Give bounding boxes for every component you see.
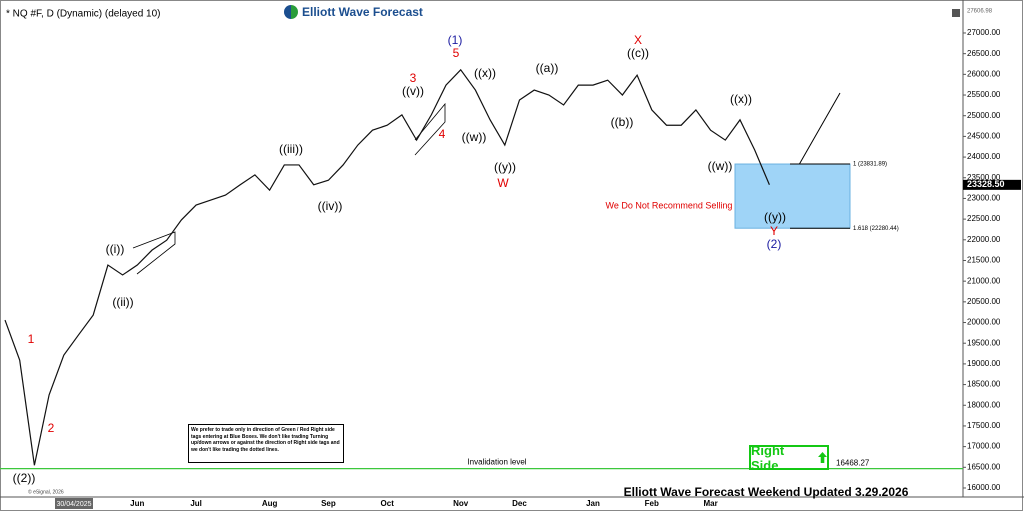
footer: Elliott Wave Forecast Weekend Updated 3.… — [624, 485, 909, 499]
y-tick-label: 25000.00 — [967, 111, 1001, 120]
wave-label: ((w)) — [708, 159, 733, 173]
y-tick-label: 24000.00 — [967, 152, 1001, 161]
y-tick-label: 23000.00 — [967, 194, 1001, 203]
y-tick-label: 22000.00 — [967, 235, 1001, 244]
wave-label: ((w)) — [462, 130, 487, 144]
wave-label: ((x)) — [474, 66, 496, 80]
note: We Do Not Recommend Selling — [606, 200, 733, 210]
y-tick-label: 18000.00 — [967, 400, 1001, 409]
price-line — [4, 68, 770, 466]
start-date: 30/04/2025 — [56, 501, 91, 508]
right-side-tag: Right Side — [749, 442, 829, 473]
x-tick-label: Dec — [512, 499, 527, 508]
x-tick-label: Oct — [381, 499, 395, 508]
y-tick-label: 19500.00 — [967, 338, 1001, 347]
x-tick-label: Sep — [321, 499, 336, 508]
y-tick-label: 26500.00 — [967, 49, 1001, 58]
fib-label: 1.618 (22280.44) — [853, 226, 899, 232]
x-tick-label: Nov — [453, 499, 469, 508]
y-tick-label: 18500.00 — [967, 380, 1001, 389]
x-tick-label: Aug — [262, 499, 278, 508]
wave-label: ((x)) — [730, 92, 752, 106]
x-tick-label: Jul — [190, 499, 202, 508]
wave-label: ((2)) — [13, 471, 36, 485]
wave-label: ((i)) — [106, 242, 125, 256]
wave-label: 4 — [439, 127, 446, 141]
invalidation-value: 16468.27 — [836, 459, 870, 468]
disclaimer: We prefer to trade only in direction of … — [188, 424, 344, 463]
wave-label: 1 — [28, 332, 35, 346]
y-tick-label: 19000.00 — [967, 359, 1001, 368]
wave-label: 5 — [453, 46, 460, 60]
logo-icon — [284, 5, 298, 19]
chart-title: * NQ #F, D (Dynamic) (delayed 10) — [6, 9, 161, 20]
y-tick-label: 23500.00 — [967, 173, 1001, 182]
wave-label: ((ii)) — [112, 295, 133, 309]
logo-text: Elliott Wave Forecast — [302, 5, 423, 19]
wave-label: (2) — [767, 237, 782, 251]
wedge — [414, 102, 446, 156]
y-tick-label: 16500.00 — [967, 462, 1001, 471]
invalidation-text: Invalidation level — [467, 458, 526, 467]
wedge — [132, 231, 176, 275]
wave-label: ((b)) — [611, 115, 634, 129]
wave-label: 3 — [410, 71, 417, 85]
wave-label: ((y)) — [764, 210, 786, 224]
y-tick-label: 22500.00 — [967, 214, 1001, 223]
right-side-text: Right Side — [751, 442, 785, 473]
blue-box — [734, 163, 851, 229]
wave-label: Y — [770, 224, 778, 238]
x-tick-label: Jun — [130, 499, 144, 508]
x-tick-label: Jan — [586, 499, 600, 508]
y-tick-label: 24500.00 — [967, 132, 1001, 141]
wave-label: W — [497, 176, 509, 190]
wave-label: ((c)) — [627, 46, 649, 60]
y-tick-label: 27000.00 — [967, 28, 1001, 37]
wave-label: ((a)) — [536, 61, 559, 75]
y-tick-label: 26000.00 — [967, 69, 1001, 78]
wave-label: ((y)) — [494, 160, 516, 174]
logo: Elliott Wave Forecast — [284, 5, 423, 19]
y-tick-label: 25500.00 — [967, 90, 1001, 99]
copyright: © eSignal, 2026 — [28, 488, 64, 495]
wave-label: (1) — [448, 33, 463, 47]
x-tick-label: Feb — [645, 499, 659, 508]
y-tick-label: 16000.00 — [967, 483, 1001, 492]
wave-label: ((iii)) — [279, 142, 303, 156]
last-price-box — [963, 179, 1021, 190]
high-price: 27606.98 — [967, 8, 993, 14]
corner-icon — [952, 9, 960, 17]
date-box — [55, 498, 93, 509]
y-tick-label: 20000.00 — [967, 318, 1001, 327]
wave-label: X — [634, 33, 642, 47]
y-tick-label: 20500.00 — [967, 297, 1001, 306]
fib-label: 1 (23831.89) — [853, 162, 887, 168]
up-arrow — [818, 452, 827, 463]
last-price: 23328.50 — [967, 179, 1005, 189]
y-tick-label: 17500.00 — [967, 421, 1001, 430]
y-tick-label: 17000.00 — [967, 442, 1001, 451]
wave-label: 2 — [48, 421, 55, 435]
y-tick-label: 21500.00 — [967, 256, 1001, 265]
wave-label: ((iv)) — [318, 199, 343, 213]
y-tick-label: 21000.00 — [967, 276, 1001, 285]
x-tick-label: Mar — [703, 499, 717, 508]
wave-label: ((v)) — [402, 84, 424, 98]
